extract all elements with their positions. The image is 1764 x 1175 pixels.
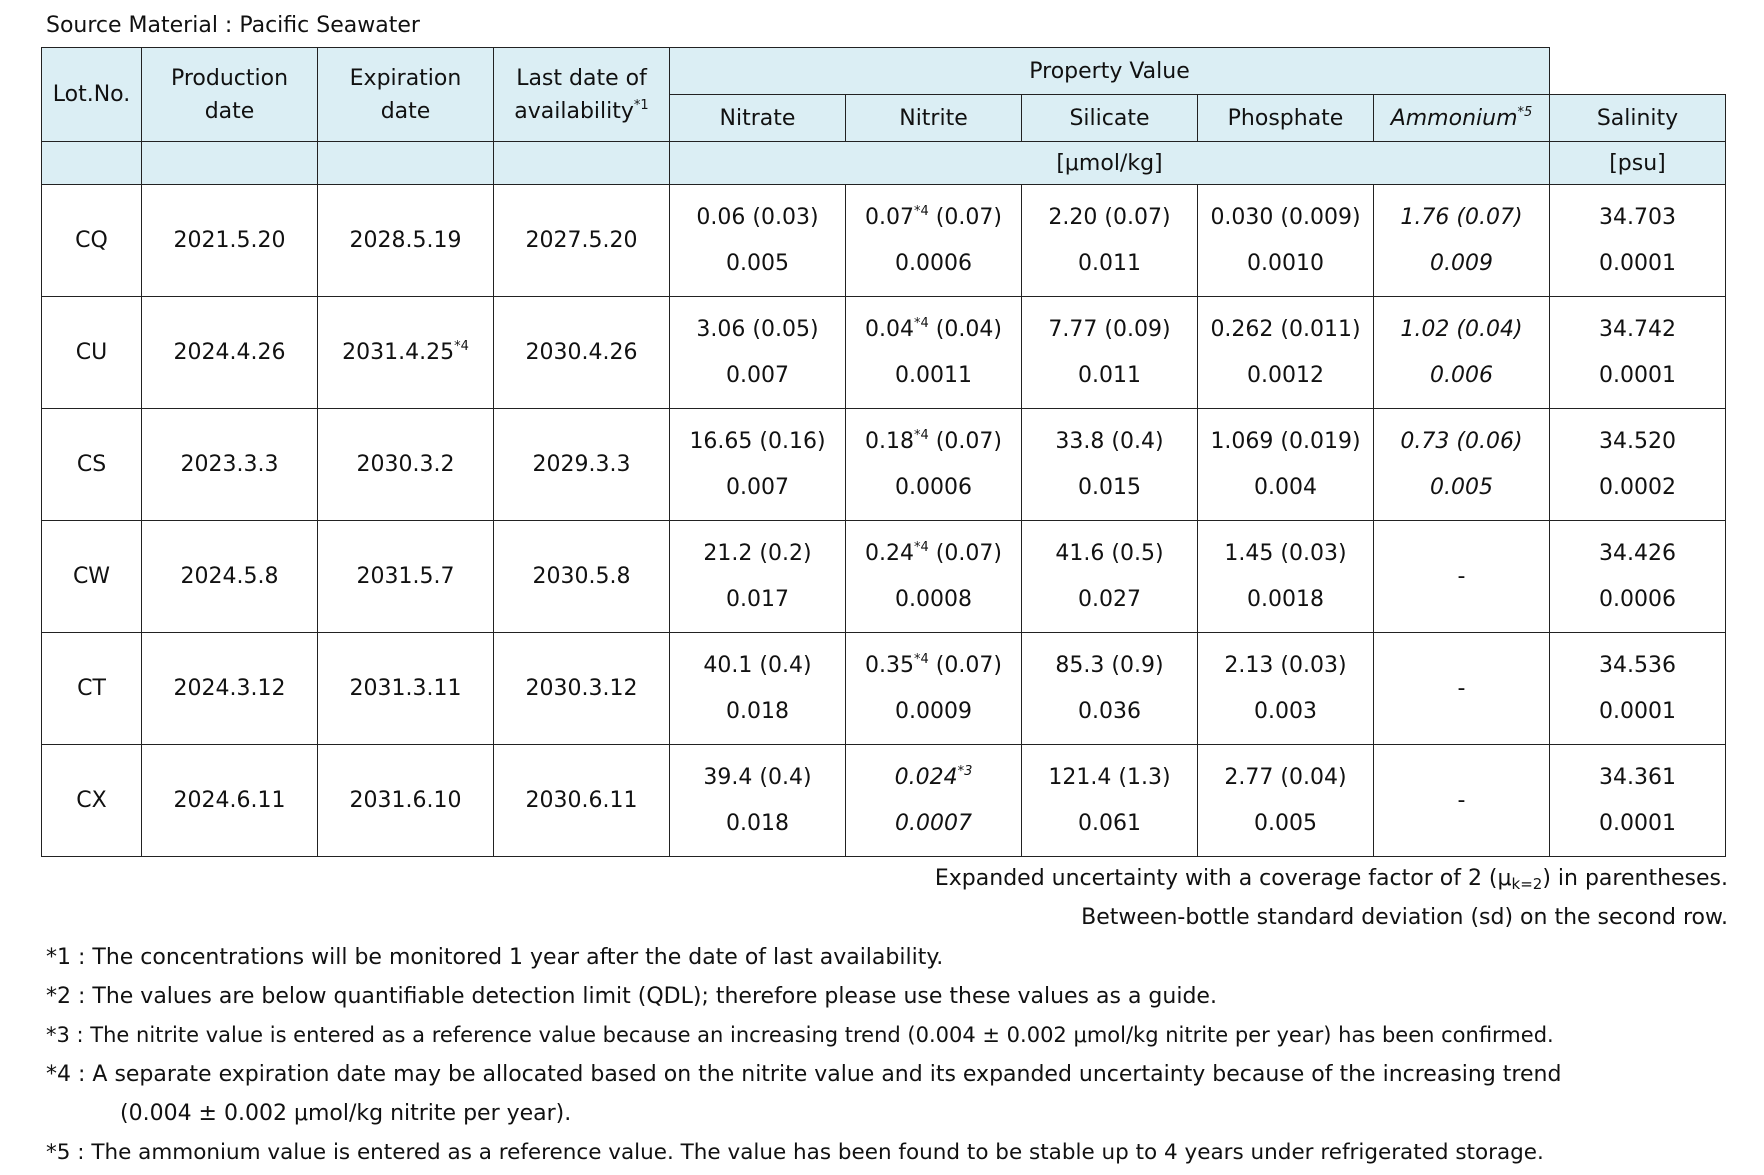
header-silicate: Silicate <box>1021 94 1198 142</box>
production-cell: 2024.5.8 <box>141 520 318 633</box>
last-availability-cell: 2030.3.12 <box>493 632 670 745</box>
table-row: CX 2024.6.11 2031.6.10 2030.6.11 39.4 (0… <box>41 744 1726 857</box>
last-availability-cell: 2029.3.3 <box>493 408 670 521</box>
header-unit-psu: [psu] <box>1549 141 1726 185</box>
production-cell: 2024.6.11 <box>141 744 318 857</box>
header-lot: Lot.No. <box>41 47 142 142</box>
table-row: CS 2023.3.3 2030.3.2 2029.3.3 16.65 (0.1… <box>41 408 1726 521</box>
last-availability-cell: 2030.6.11 <box>493 744 670 857</box>
header-production-blank <box>141 141 318 185</box>
lot-cell: CU <box>41 296 142 409</box>
header-last-availability: Last date of availability*1 <box>493 47 670 142</box>
salinity-cell: 34.536 0.0001 <box>1549 632 1726 745</box>
silicate-cell: 2.20 (0.07) 0.011 <box>1021 184 1198 297</box>
nitrite-cell: 0.024*3 0.0007 <box>845 744 1022 857</box>
nitrate-cell: 16.65 (0.16) 0.007 <box>669 408 846 521</box>
production-cell: 2024.3.12 <box>141 632 318 745</box>
phosphate-cell: 0.262 (0.011) 0.0012 <box>1197 296 1374 409</box>
header-ammonium: Ammonium*5 <box>1373 94 1550 142</box>
header-property-value: Property Value <box>669 47 1550 95</box>
property-table: Lot.No. Production date Expiration date … <box>41 47 1726 857</box>
ammonium-cell: 1.76 (0.07) 0.009 <box>1373 184 1550 297</box>
expiration-cell: 2031.4.25*4 <box>317 296 494 409</box>
header-expiration: Expiration date <box>317 47 494 142</box>
nitrate-cell: 0.06 (0.03) 0.005 <box>669 184 846 297</box>
silicate-cell: 7.77 (0.09) 0.011 <box>1021 296 1198 409</box>
silicate-cell: 121.4 (1.3) 0.061 <box>1021 744 1198 857</box>
header-phosphate: Phosphate <box>1197 94 1374 142</box>
table-row: CU 2024.4.26 2031.4.25*4 2030.4.26 3.06 … <box>41 296 1726 409</box>
header-last-blank <box>493 141 670 185</box>
between-bottle-note: Between-bottle standard deviation (sd) o… <box>1081 905 1728 930</box>
header-spacer <box>1549 47 1726 95</box>
last-availability-cell: 2030.5.8 <box>493 520 670 633</box>
last-availability-cell: 2030.4.26 <box>493 296 670 409</box>
lot-cell: CX <box>41 744 142 857</box>
salinity-cell: 34.426 0.0006 <box>1549 520 1726 633</box>
last-availability-cell: 2027.5.20 <box>493 184 670 297</box>
production-cell: 2024.4.26 <box>141 296 318 409</box>
table-row: CW 2024.5.8 2031.5.7 2030.5.8 21.2 (0.2)… <box>41 520 1726 633</box>
nitrite-cell: 0.24*4 (0.07) 0.0008 <box>845 520 1022 633</box>
header-nitrate: Nitrate <box>669 94 846 142</box>
expiration-cell: 2031.5.7 <box>317 520 494 633</box>
header-expiration-blank <box>317 141 494 185</box>
phosphate-cell: 2.77 (0.04) 0.005 <box>1197 744 1374 857</box>
lot-cell: CQ <box>41 184 142 297</box>
header-salinity: Salinity <box>1549 94 1726 142</box>
salinity-cell: 34.742 0.0001 <box>1549 296 1726 409</box>
ammonium-cell: - <box>1373 520 1550 633</box>
phosphate-cell: 1.45 (0.03) 0.0018 <box>1197 520 1374 633</box>
nitrite-cell: 0.18*4 (0.07) 0.0006 <box>845 408 1022 521</box>
expiration-cell: 2030.3.2 <box>317 408 494 521</box>
ammonium-cell: 0.73 (0.06) 0.005 <box>1373 408 1550 521</box>
expiration-cell: 2031.3.11 <box>317 632 494 745</box>
footnote-4: *4 : A separate expiration date may be a… <box>46 1062 1562 1087</box>
ammonium-cell: - <box>1373 744 1550 857</box>
silicate-cell: 41.6 (0.5) 0.027 <box>1021 520 1198 633</box>
header-production: Production date <box>141 47 318 142</box>
table-row: CQ 2021.5.20 2028.5.19 2027.5.20 0.06 (0… <box>41 184 1726 297</box>
expiration-cell: 2031.6.10 <box>317 744 494 857</box>
footnote-1: *1 : The concentrations will be monitore… <box>46 945 944 970</box>
lot-cell: CS <box>41 408 142 521</box>
salinity-cell: 34.703 0.0001 <box>1549 184 1726 297</box>
salinity-cell: 34.361 0.0001 <box>1549 744 1726 857</box>
footnote-3: *3 : The nitrite value is entered as a r… <box>46 1023 1554 1047</box>
phosphate-cell: 0.030 (0.009) 0.0010 <box>1197 184 1374 297</box>
nitrite-cell: 0.35*4 (0.07) 0.0009 <box>845 632 1022 745</box>
nitrate-cell: 39.4 (0.4) 0.018 <box>669 744 846 857</box>
header-lot-blank <box>41 141 142 185</box>
lot-cell: CT <box>41 632 142 745</box>
source-material-label: Source Material : Pacific Seawater <box>46 13 420 38</box>
production-cell: 2023.3.3 <box>141 408 318 521</box>
salinity-cell: 34.520 0.0002 <box>1549 408 1726 521</box>
footnote-4-continued: (0.004 ± 0.002 μmol/kg nitrite per year)… <box>120 1101 572 1126</box>
header-unit-umol: [μmol/kg] <box>669 141 1550 185</box>
ammonium-cell: - <box>1373 632 1550 745</box>
footnote-2: *2 : The values are below quantifiable d… <box>46 984 1217 1009</box>
silicate-cell: 33.8 (0.4) 0.015 <box>1021 408 1198 521</box>
nitrate-cell: 21.2 (0.2) 0.017 <box>669 520 846 633</box>
table-row: CT 2024.3.12 2031.3.11 2030.3.12 40.1 (0… <box>41 632 1726 745</box>
ammonium-cell: 1.02 (0.04) 0.006 <box>1373 296 1550 409</box>
header-nitrite: Nitrite <box>845 94 1022 142</box>
production-cell: 2021.5.20 <box>141 184 318 297</box>
nitrate-cell: 40.1 (0.4) 0.018 <box>669 632 846 745</box>
nitrate-cell: 3.06 (0.05) 0.007 <box>669 296 846 409</box>
lot-cell: CW <box>41 520 142 633</box>
phosphate-cell: 2.13 (0.03) 0.003 <box>1197 632 1374 745</box>
nitrite-cell: 0.04*4 (0.04) 0.0011 <box>845 296 1022 409</box>
nitrite-cell: 0.07*4 (0.07) 0.0006 <box>845 184 1022 297</box>
expiration-cell: 2028.5.19 <box>317 184 494 297</box>
phosphate-cell: 1.069 (0.019) 0.004 <box>1197 408 1374 521</box>
footnote-5: *5 : The ammonium value is entered as a … <box>46 1140 1544 1165</box>
silicate-cell: 85.3 (0.9) 0.036 <box>1021 632 1198 745</box>
expanded-uncertainty-note: Expanded uncertainty with a coverage fac… <box>934 866 1728 893</box>
